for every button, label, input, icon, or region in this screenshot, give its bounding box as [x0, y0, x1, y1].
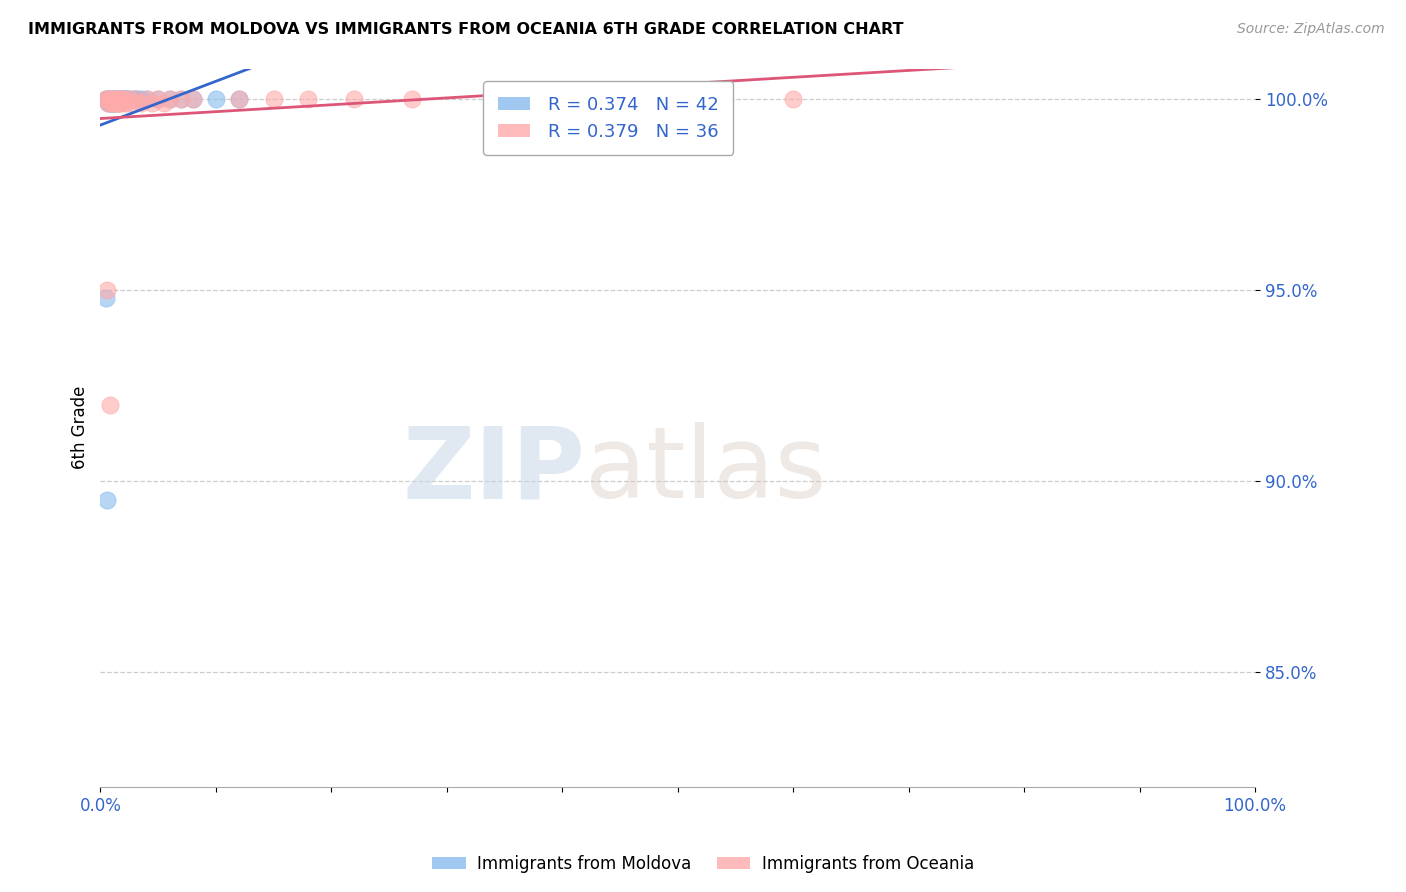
Point	[401, 92, 423, 106]
Point	[105, 92, 128, 106]
Point	[111, 92, 134, 106]
Point	[228, 92, 250, 106]
Point	[100, 95, 122, 110]
Point	[146, 92, 169, 106]
Point	[135, 92, 157, 106]
Point	[107, 92, 129, 106]
Point	[107, 95, 129, 110]
Point	[105, 92, 128, 106]
Point	[135, 92, 157, 106]
Point	[103, 92, 125, 106]
Point	[121, 95, 143, 110]
Point	[97, 95, 120, 110]
Y-axis label: 6th Grade: 6th Grade	[72, 386, 89, 469]
Point	[94, 92, 117, 106]
Point	[114, 92, 136, 106]
Point	[101, 95, 124, 110]
Point	[114, 92, 136, 106]
Point	[96, 283, 118, 297]
Point	[96, 92, 118, 106]
Point	[118, 92, 141, 106]
Point	[94, 291, 117, 305]
Point	[159, 92, 181, 106]
Point	[114, 95, 136, 110]
Point	[118, 92, 141, 106]
Point	[108, 95, 131, 110]
Point	[181, 92, 204, 106]
Point	[110, 92, 132, 106]
Text: ZIP: ZIP	[402, 422, 585, 519]
Point	[98, 92, 121, 106]
Legend: Immigrants from Moldova, Immigrants from Oceania: Immigrants from Moldova, Immigrants from…	[426, 848, 980, 880]
Point	[108, 92, 131, 106]
Point	[108, 92, 131, 106]
Point	[115, 92, 138, 106]
Point	[141, 95, 163, 110]
Point	[98, 95, 121, 110]
Point	[105, 95, 128, 110]
Point	[96, 92, 118, 106]
Point	[263, 92, 285, 106]
Point	[110, 92, 132, 106]
Point	[97, 95, 120, 110]
Legend: R = 0.374   N = 42, R = 0.379   N = 36: R = 0.374 N = 42, R = 0.379 N = 36	[484, 81, 734, 155]
Point	[98, 398, 121, 412]
Point	[153, 95, 176, 110]
Point	[101, 92, 124, 106]
Point	[782, 92, 804, 106]
Point	[100, 92, 122, 106]
Point	[111, 95, 134, 110]
Point	[108, 92, 131, 106]
Point	[297, 92, 319, 106]
Point	[101, 95, 124, 110]
Point	[121, 92, 143, 106]
Point	[103, 95, 125, 110]
Text: atlas: atlas	[585, 422, 827, 519]
Point	[228, 92, 250, 106]
Point	[124, 92, 146, 106]
Point	[101, 92, 124, 106]
Text: Source: ZipAtlas.com: Source: ZipAtlas.com	[1237, 22, 1385, 37]
Point	[181, 92, 204, 106]
Point	[94, 92, 117, 106]
Point	[170, 92, 193, 106]
Point	[104, 95, 127, 110]
Point	[343, 92, 366, 106]
Point	[129, 92, 152, 106]
Point	[104, 95, 127, 110]
Point	[101, 95, 124, 110]
Point	[96, 493, 118, 508]
Point	[97, 92, 120, 106]
Point	[124, 92, 146, 106]
Point	[112, 92, 135, 106]
Point	[104, 92, 127, 106]
Point	[127, 92, 149, 106]
Point	[159, 92, 181, 106]
Point	[98, 92, 121, 106]
Point	[107, 95, 129, 110]
Point	[146, 92, 169, 106]
Point	[204, 92, 226, 106]
Point	[129, 95, 152, 110]
Point	[112, 92, 135, 106]
Text: IMMIGRANTS FROM MOLDOVA VS IMMIGRANTS FROM OCEANIA 6TH GRADE CORRELATION CHART: IMMIGRANTS FROM MOLDOVA VS IMMIGRANTS FR…	[28, 22, 904, 37]
Point	[100, 95, 122, 110]
Point	[170, 92, 193, 106]
Point	[101, 92, 124, 106]
Point	[103, 92, 125, 106]
